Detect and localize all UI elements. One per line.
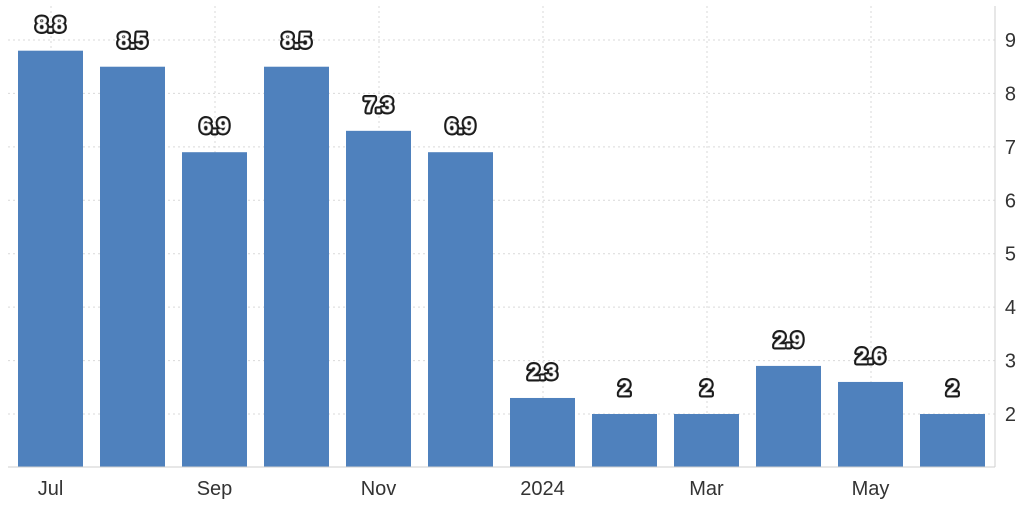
bar-data-label: 2: [947, 377, 959, 400]
y-axis: 2 3 4 5 6 7 8 9: [994, 6, 1016, 467]
bar: [346, 130, 411, 468]
bar-data-label-inner: 2.6: [856, 345, 885, 368]
bar-data-label: 2.3: [528, 361, 557, 384]
bar-data-label: 6.9: [200, 115, 229, 138]
bar-data-label-inner: 6.9: [446, 115, 475, 138]
bar-data-label: 2: [701, 377, 713, 400]
bar-data-label-inner: 2: [619, 377, 631, 400]
bar: [182, 152, 247, 467]
y-tick-label: 8: [1005, 83, 1016, 105]
y-tick-label: 2: [1005, 404, 1016, 426]
bar-data-label-inner: 2: [947, 377, 959, 400]
bar-data-label: 8.5: [282, 30, 312, 53]
bar: [510, 397, 575, 467]
bar: [838, 381, 903, 467]
y-tick-label: 5: [1005, 244, 1016, 266]
bar-data-label: 8.8: [36, 14, 66, 37]
bar-data-label-inner: 2: [701, 377, 713, 400]
x-axis: Jul Sep Nov 2024 Mar May: [8, 466, 995, 500]
bar-data-label: 8.5: [118, 30, 148, 53]
bar: [756, 365, 821, 467]
bar-data-label-inner: 7.3: [364, 94, 393, 117]
bar-data-label: 2.9: [774, 329, 803, 352]
bar-data-label-inner: 6.9: [200, 115, 229, 138]
bar-data-label-inner: 8.5: [118, 30, 148, 53]
y-tick-label: 7: [1005, 137, 1016, 159]
bars-layer: [18, 50, 985, 468]
y-tick-label: 6: [1005, 190, 1016, 212]
bar-data-label-inner: 2.3: [528, 361, 557, 384]
y-tick-label: 4: [1005, 297, 1016, 319]
data-labels-layer: 8.88.88.58.56.96.98.58.57.37.36.96.92.32…: [33, 11, 960, 402]
bar-data-label: 2: [619, 377, 631, 400]
x-tick-label: Mar: [689, 478, 724, 500]
bar-data-label-inner: 8.5: [282, 30, 312, 53]
bar: [428, 152, 493, 467]
bar-data-label-inner: 8.8: [36, 14, 66, 37]
x-tick-label: Jul: [38, 478, 64, 500]
bar-data-label: 2.6: [856, 345, 885, 368]
bar: [674, 414, 739, 467]
y-tick-label: 9: [1005, 30, 1016, 52]
x-tick-label: Sep: [197, 478, 233, 500]
x-tick-label: Nov: [361, 478, 397, 500]
bar: [18, 50, 83, 467]
bar-data-label: 6.9: [446, 115, 475, 138]
bar-data-label-inner: 2.9: [774, 329, 803, 352]
bar: [100, 66, 165, 467]
bar: [592, 414, 657, 467]
bar-data-label: 7.3: [364, 94, 393, 117]
bar: [264, 66, 329, 467]
x-tick-label: 2024: [520, 478, 565, 500]
x-tick-label: May: [852, 478, 890, 500]
bar: [920, 414, 985, 467]
y-tick-label: 3: [1005, 351, 1016, 373]
